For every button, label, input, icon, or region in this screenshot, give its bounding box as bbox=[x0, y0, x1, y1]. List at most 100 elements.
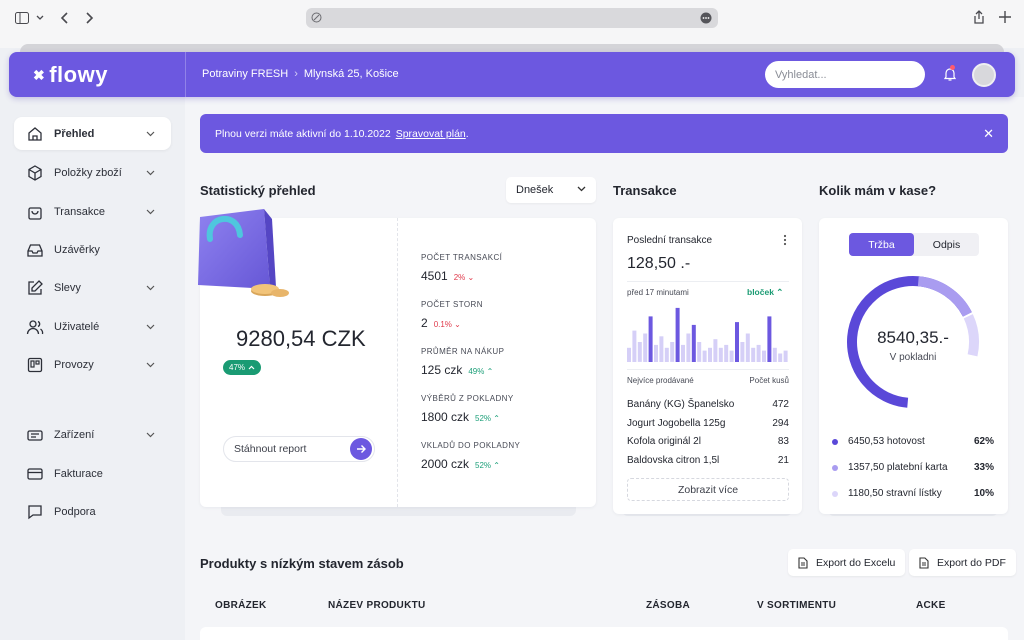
document-icon bbox=[919, 556, 929, 569]
kpi-change: 52% ⌃ bbox=[475, 461, 500, 470]
col-count: Počet kusů bbox=[749, 376, 789, 385]
close-icon[interactable]: ✕ bbox=[983, 126, 994, 141]
breadcrumb-store[interactable]: Potraviny FRESH bbox=[202, 68, 289, 80]
logo[interactable]: ✖ flowy bbox=[33, 62, 108, 88]
chevron-down-icon bbox=[577, 186, 586, 192]
divider bbox=[627, 281, 789, 282]
address-bar[interactable] bbox=[306, 8, 718, 28]
legend-label: 6450,53 hotovost bbox=[848, 436, 925, 447]
table-row[interactable] bbox=[200, 627, 1008, 640]
sidebar-item-label: Fakturace bbox=[54, 467, 103, 480]
more-vertical-icon[interactable] bbox=[783, 234, 787, 246]
search-box[interactable] bbox=[765, 61, 925, 88]
chart-bar bbox=[718, 347, 723, 362]
chart-bar bbox=[740, 342, 745, 362]
legend-card: 1357,50 platební karta 33% bbox=[832, 462, 994, 473]
card-shadow bbox=[221, 506, 576, 516]
period-select[interactable]: Dnešek bbox=[506, 177, 596, 203]
sidebar-item-uzaverky[interactable]: Uzávěrky bbox=[14, 233, 171, 266]
sidebar bbox=[0, 97, 185, 640]
more-icon[interactable] bbox=[700, 12, 712, 24]
export-excel-button[interactable]: Export do Excelu bbox=[788, 549, 906, 576]
chevron-down-icon[interactable] bbox=[36, 15, 44, 21]
chart-bar bbox=[691, 324, 696, 362]
show-more-button[interactable]: Zobrazit více bbox=[627, 478, 789, 501]
col-product: Nejvíce prodávané bbox=[627, 376, 694, 385]
manage-plan-link[interactable]: Spravovat plán bbox=[395, 127, 466, 140]
forward-icon[interactable] bbox=[86, 12, 94, 24]
kpi-value: 125 czk bbox=[421, 363, 463, 377]
chart-bar bbox=[681, 344, 685, 362]
shopping-bag-illustration bbox=[198, 209, 289, 297]
breadcrumb-address[interactable]: Mlynská 25, Košice bbox=[303, 68, 399, 80]
download-report-label: Stáhnout report bbox=[234, 443, 307, 455]
tab-revenue[interactable]: Tržba bbox=[849, 233, 914, 256]
tab-writeoff[interactable]: Odpis bbox=[932, 238, 961, 251]
chevron-down-icon bbox=[146, 131, 155, 137]
chart-bar bbox=[751, 347, 756, 362]
site-icon bbox=[311, 12, 322, 23]
sidebar-item-provozy[interactable]: Provozy bbox=[14, 348, 171, 381]
product-count: 294 bbox=[772, 418, 789, 429]
legend-pct: 33% bbox=[973, 462, 994, 473]
chart-bar bbox=[670, 342, 675, 362]
receipt-toggle[interactable]: bloček ⌃ bbox=[747, 287, 784, 297]
sidebar-item-zarizeni[interactable]: Zařízení bbox=[14, 418, 171, 451]
total-change-value: 47% bbox=[229, 363, 246, 372]
column-header[interactable]: OBRÁZEK bbox=[215, 600, 267, 611]
box-icon bbox=[28, 164, 42, 181]
chevron-down-icon bbox=[146, 170, 155, 176]
download-report[interactable]: Stáhnout report bbox=[223, 436, 375, 462]
share-icon[interactable] bbox=[973, 10, 985, 24]
sidebar-item-podpora[interactable]: Podpora bbox=[14, 495, 171, 528]
column-header[interactable]: V SORTIMENTU bbox=[757, 600, 837, 611]
chart-bar bbox=[713, 339, 718, 362]
cash-card bbox=[819, 218, 1008, 514]
column-header[interactable]: ACKE bbox=[916, 600, 946, 611]
chart-bar bbox=[697, 342, 702, 362]
product-name: Kofola originál 2l bbox=[627, 436, 701, 447]
new-tab-icon[interactable] bbox=[999, 11, 1011, 23]
inbox-icon bbox=[27, 243, 43, 257]
column-header[interactable]: NÁZEV PRODUKTU bbox=[328, 600, 426, 611]
sidebar-item-polozky-zbozi[interactable]: Položky zboží bbox=[14, 156, 171, 189]
header-divider bbox=[185, 52, 186, 97]
sidebar-item-label: Uzávěrky bbox=[54, 243, 100, 256]
product-count: 472 bbox=[772, 399, 789, 410]
total-revenue: 9280,54 CZK bbox=[236, 326, 366, 351]
export-pdf-button[interactable]: Export do PDF bbox=[909, 549, 1016, 576]
chart-bar bbox=[729, 350, 734, 362]
cash-tabs: Tržba Odpis bbox=[849, 233, 979, 256]
chart-bar bbox=[724, 344, 729, 362]
product-name: Banány (KG) Španelsko bbox=[627, 399, 735, 410]
sidebar-item-slevy[interactable]: Slevy bbox=[14, 271, 171, 304]
sidebar-item-fakturace[interactable]: Fakturace bbox=[14, 457, 171, 490]
legend-dot bbox=[832, 464, 838, 471]
sidebar-item-label: Položky zboží bbox=[54, 166, 122, 179]
sidebar-item-prehled[interactable]: Přehled bbox=[14, 117, 171, 150]
sidebar-item-transakce[interactable]: Transakce bbox=[14, 195, 171, 228]
column-header[interactable]: ZÁSOBA bbox=[646, 600, 691, 611]
sidebar-item-label: Transakce bbox=[54, 205, 105, 218]
chart-bar bbox=[627, 347, 631, 362]
logo-text: flowy bbox=[49, 62, 108, 87]
search-input[interactable] bbox=[775, 68, 917, 81]
back-icon[interactable] bbox=[60, 12, 68, 24]
sidebar-item-uzivatele[interactable]: Uživatelé bbox=[14, 310, 171, 343]
sidebar-toggle-icon[interactable] bbox=[15, 12, 29, 24]
download-report-button[interactable] bbox=[350, 438, 372, 460]
chart-bar bbox=[686, 333, 691, 362]
total-change-badge: 47% bbox=[223, 360, 262, 375]
kpi-label: VKLADŮ DO POKLADNY bbox=[421, 441, 521, 450]
kpi-change: 52% ⌃ bbox=[475, 414, 500, 423]
chevron-up-icon bbox=[248, 365, 255, 370]
sidebar-item-label: Zařízení bbox=[54, 428, 95, 441]
chevron-down-icon bbox=[146, 432, 155, 438]
kpi-label: PRŮMĚR NA NÁKUP bbox=[421, 347, 505, 356]
last-transaction-amount: 128,50 .- bbox=[627, 255, 691, 272]
chart-bar bbox=[637, 342, 642, 362]
chart-bar bbox=[632, 330, 637, 362]
users-icon bbox=[26, 319, 44, 334]
chart-bar bbox=[772, 347, 777, 362]
avatar[interactable] bbox=[972, 63, 996, 87]
